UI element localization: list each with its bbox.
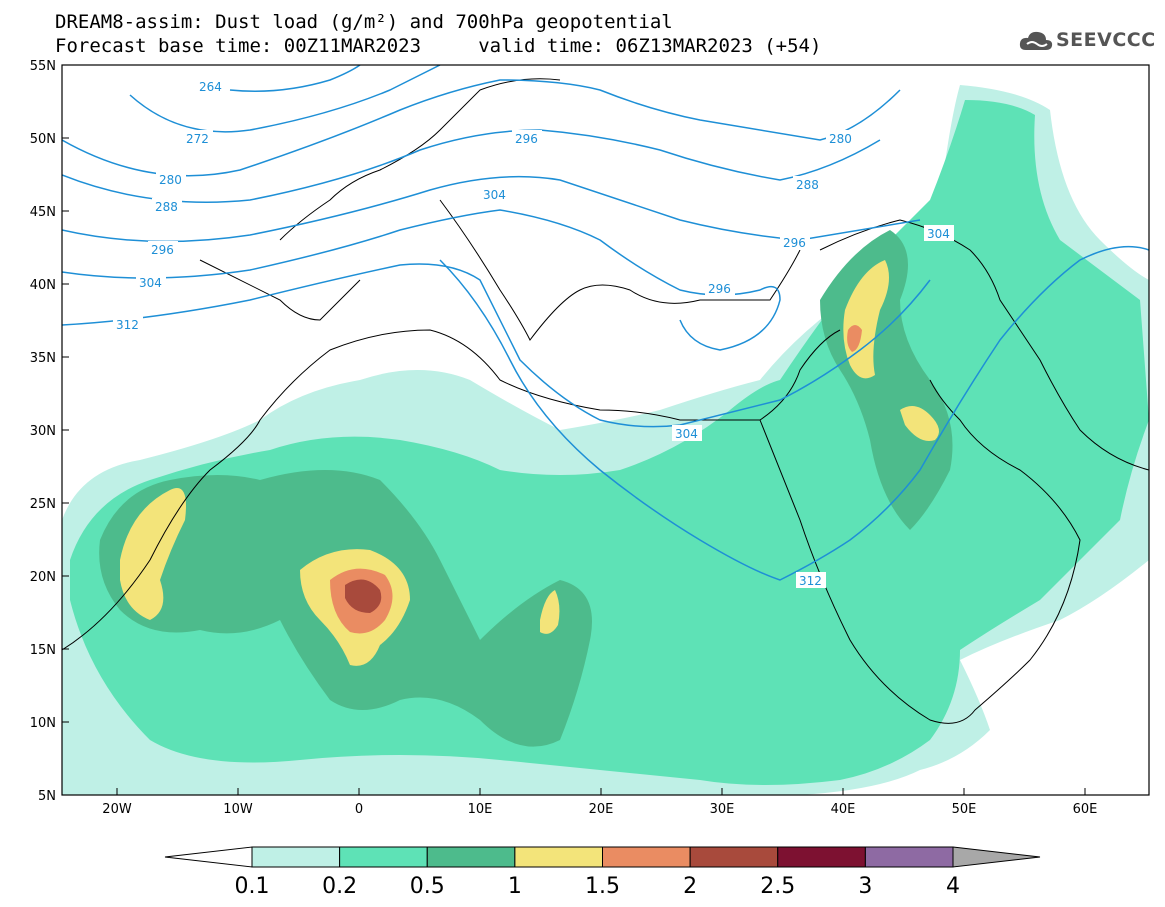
logo-text: SEEVCCC: [1056, 29, 1156, 51]
contour-label: 304: [139, 276, 162, 290]
lat-tick-label: 5N: [38, 789, 56, 804]
lon-tick-label: 10W: [223, 802, 253, 817]
contour-label: 304: [927, 227, 950, 241]
dust-level-4-chad: [540, 590, 560, 634]
colorbar-segment: [426, 846, 516, 868]
lon-tick-label: 40E: [831, 802, 856, 817]
lon-tick-label: 60E: [1073, 802, 1098, 817]
contour-label: 312: [799, 574, 822, 588]
colorbar-high-arrow: [952, 846, 1041, 868]
colorbar-tick-label: 4: [946, 874, 960, 899]
colorbar-tick-label: 1.5: [585, 874, 620, 899]
lat-tick-label: 55N: [30, 59, 56, 74]
contour-label: 304: [675, 427, 698, 441]
lon-tick-label: 0: [355, 802, 363, 817]
coastlines: [62, 78, 1149, 724]
lat-labels: 5N 10N 15N 20N 25N 30N 35N 40N 45N 50N 5…: [30, 59, 56, 804]
colorbar-segment: [514, 846, 603, 868]
cloud-icon: [1019, 31, 1053, 50]
colorbar-segment: [864, 846, 954, 868]
colorbar-segment: [602, 846, 691, 868]
lon-tick-label: 10E: [468, 802, 493, 817]
contour-label: 264: [199, 80, 222, 94]
colorbar-tick-label: 0.5: [410, 874, 445, 899]
dust-fields: [62, 65, 1149, 795]
dust-level-5-east: [847, 325, 862, 352]
colorbar-tick-label: 3: [858, 874, 872, 899]
contour-label: 288: [796, 178, 819, 192]
dust-level-4-iraq: [900, 406, 939, 441]
lon-labels: 20W 10W 0 10E 20E 30E 40E 50E 60E: [102, 802, 1097, 817]
colorbar-segment: [251, 846, 341, 868]
contour-label: 272: [186, 132, 209, 146]
lat-tick-label: 10N: [30, 716, 56, 731]
seevccc-logo: SEEVCCC: [1018, 28, 1158, 56]
colorbar-segment: [777, 846, 866, 868]
contour-label: 312: [116, 318, 139, 332]
axis-ticks: [62, 64, 1086, 796]
map-title: DREAM8-assim: Dust load (g/m²) and 700hP…: [55, 11, 673, 33]
colorbar-tick-label: 0.2: [322, 874, 357, 899]
map-subtitle: Forecast base time: 00Z11MAR2023 valid t…: [55, 35, 822, 57]
colorbar: 0.1 0.2 0.5 1 1.5 2 2.5 3 4: [164, 846, 1041, 899]
contour-label: 296: [151, 243, 174, 257]
contour-label: 288: [155, 200, 178, 214]
lon-tick-label: 20E: [589, 802, 614, 817]
lon-tick-label: 20W: [102, 802, 132, 817]
lat-tick-label: 50N: [30, 132, 56, 147]
colorbar-segment: [339, 846, 428, 868]
lat-tick-label: 20N: [30, 570, 56, 585]
contour-labels: 264 272 280 288 296 304 312 296 304 280 …: [113, 78, 954, 588]
lon-tick-label: 30E: [710, 802, 735, 817]
lat-tick-label: 30N: [30, 424, 56, 439]
contour-label: 296: [708, 282, 731, 296]
lat-tick-label: 45N: [30, 205, 56, 220]
lat-tick-label: 35N: [30, 351, 56, 366]
contour-label: 296: [515, 132, 538, 146]
colorbar-segment: [689, 846, 779, 868]
colorbar-low-arrow: [164, 846, 253, 868]
contour-label: 296: [783, 236, 806, 250]
contour-label: 304: [483, 188, 506, 202]
colorbar-tick-label: 2.5: [760, 874, 795, 899]
lon-tick-label: 50E: [952, 802, 977, 817]
colorbar-tick-label: 0.1: [235, 874, 270, 899]
colorbar-tick-label: 2: [683, 874, 697, 899]
lat-tick-label: 25N: [30, 497, 56, 512]
colorbar-tick-label: 1: [508, 874, 522, 899]
dust-level-6: [345, 579, 382, 613]
contour-label: 280: [159, 173, 182, 187]
contour-label: 280: [829, 132, 852, 146]
lat-tick-label: 40N: [30, 278, 56, 293]
lat-tick-label: 15N: [30, 643, 56, 658]
